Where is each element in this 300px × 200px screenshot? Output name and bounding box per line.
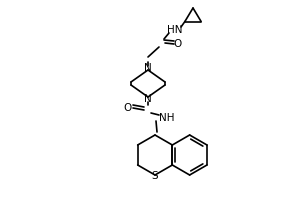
Text: N: N xyxy=(144,63,152,73)
Text: O: O xyxy=(124,103,132,113)
Text: HN: HN xyxy=(167,25,183,35)
Text: N: N xyxy=(144,94,152,104)
Text: S: S xyxy=(152,171,158,181)
Text: O: O xyxy=(174,39,182,49)
Text: NH: NH xyxy=(159,113,175,123)
